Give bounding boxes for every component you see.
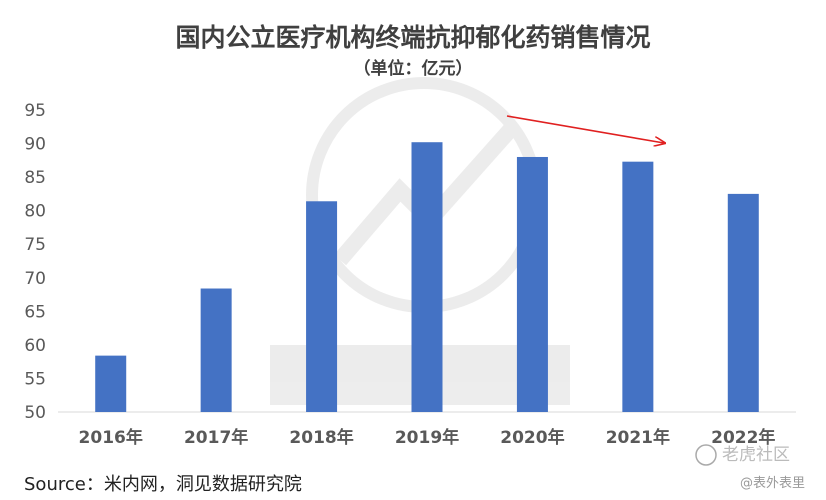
corner-watermark: 老虎社区 @表外表里	[695, 444, 805, 491]
source-note: Source：米内网，洞见数据研究院	[24, 474, 302, 495]
watermark-text-1: 老虎社区	[722, 445, 790, 465]
trend-arrow	[506, 115, 664, 143]
x-tick-label: 2019年	[395, 427, 459, 448]
y-tick-label: 85	[24, 168, 46, 188]
bar-2020年	[516, 156, 548, 412]
bar-2022年	[727, 193, 759, 412]
y-tick-label: 70	[24, 269, 46, 289]
tiger-logo-icon	[695, 444, 717, 466]
x-tick-label: 2018年	[289, 427, 353, 448]
y-tick-label: 65	[24, 302, 46, 322]
x-tick-label: 2021年	[606, 427, 670, 448]
bar-2016年	[95, 355, 127, 412]
bar-2018年	[306, 201, 338, 412]
y-tick-label: 55	[24, 369, 46, 389]
x-tick-label: 2017年	[184, 427, 248, 448]
bar-series	[95, 142, 759, 413]
chart-title: 国内公立医疗机构终端抗抑郁化药销售情况	[175, 23, 650, 52]
bar-2017年	[200, 288, 232, 412]
y-axis: 50 55 60 65 70 75 80 85 90 95	[24, 101, 46, 423]
y-tick-label: 80	[24, 202, 46, 222]
y-tick-label: 95	[24, 101, 46, 121]
y-tick-label: 90	[24, 135, 46, 155]
bar-2019年	[411, 142, 443, 413]
watermark-text-2: @表外表里	[740, 476, 805, 491]
x-tick-label: 2016年	[79, 427, 143, 448]
x-tick-label: 2020年	[500, 427, 564, 448]
bar-2021年	[622, 161, 654, 412]
y-tick-label: 60	[24, 336, 46, 356]
x-axis: 2016年 2017年 2018年 2019年 2020年 2021年 2022年	[79, 427, 776, 448]
y-tick-label: 75	[24, 235, 46, 255]
x-tick-label: 2022年	[711, 427, 775, 448]
chart-subtitle: （单位：亿元）	[354, 58, 473, 79]
y-tick-label: 50	[24, 403, 46, 423]
